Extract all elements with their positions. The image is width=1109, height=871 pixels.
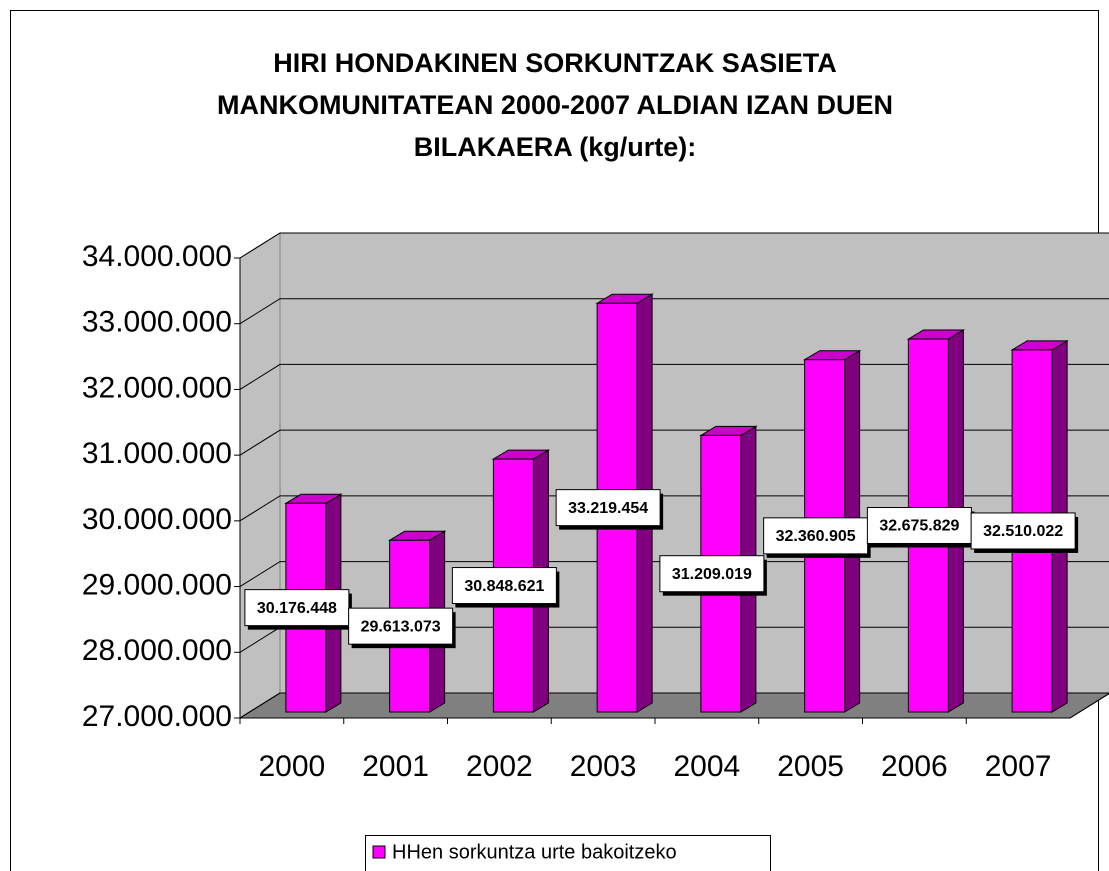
chart-title: HIRI HONDAKINEN SORKUNTZAK SASIETA MANKO… [216,48,894,162]
y-tick-label: 27.000.000 [82,700,232,733]
x-axis-back [1069,693,1109,719]
legend-box [365,835,771,871]
value-label: 32.510.022 [983,523,1063,540]
value-label: 29.613.073 [361,618,441,635]
y-tick-label: 32.000.000 [82,371,232,404]
y-tick-label: 28.000.000 [82,634,232,667]
value-label: 32.360.905 [776,528,856,545]
x-tick-label: 2001 [362,750,429,783]
value-label-box [970,512,1076,550]
x-tick-label: 2003 [570,750,637,783]
y-tick-label: 34.000.000 [82,240,232,273]
value-label-box [555,489,661,527]
value-label-box [659,555,765,593]
y-tick-label: 30.000.000 [82,503,232,536]
grid-line [239,232,1109,259]
x-tick-label: 2002 [466,750,533,783]
y-tick-label: 33.000.000 [82,306,232,339]
y-tick-label: 29.000.000 [82,568,232,601]
x-tick-label: 2000 [259,750,326,783]
x-tick-label: 2007 [985,750,1052,783]
value-label-box [244,589,350,627]
legend-label: HHen sorkuntza urte bakoitzeko [392,841,677,863]
value-label: 30.176.448 [257,600,337,617]
x-tick-label: 2005 [777,750,844,783]
value-label: 30.848.621 [464,578,544,595]
x-tick-label: 2004 [674,750,741,783]
legend-marker [372,845,386,859]
value-label-box [451,567,557,605]
side-wall [239,232,281,719]
value-label: 32.675.829 [879,518,959,535]
value-label: 33.219.454 [568,500,648,517]
value-label-box [348,607,454,645]
floor [238,692,1109,719]
grid-line [239,298,1109,325]
y-tick-label: 31.000.000 [82,437,232,470]
value-label: 31.209.019 [672,566,752,583]
value-label-box [866,507,972,545]
x-tick-label: 2006 [881,750,948,783]
